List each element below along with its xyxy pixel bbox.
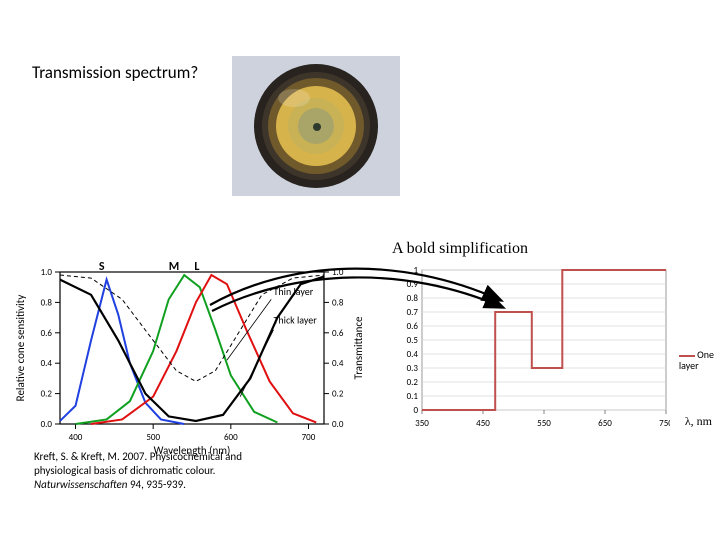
svg-text:350: 350	[415, 418, 429, 428]
page-title: Transmission spectrum?	[32, 62, 198, 83]
svg-text:S: S	[99, 262, 105, 274]
svg-text:M: M	[169, 262, 180, 274]
svg-text:0.2: 0.2	[407, 377, 419, 388]
svg-text:0.4: 0.4	[332, 358, 344, 369]
svg-text:0.7: 0.7	[407, 307, 419, 318]
svg-text:0.9: 0.9	[407, 279, 419, 290]
citation-line2: physiological basis of dichromatic colou…	[34, 464, 215, 477]
lambda-label: λ, nm	[685, 414, 712, 429]
svg-text:0.8: 0.8	[332, 297, 344, 308]
svg-text:0.6: 0.6	[407, 321, 419, 332]
citation-ref: 94, 935-939.	[127, 478, 185, 491]
svg-text:0.3: 0.3	[407, 363, 419, 374]
svg-text:1.0: 1.0	[41, 267, 53, 278]
svg-text:500: 500	[146, 432, 160, 443]
svg-text:550: 550	[537, 418, 551, 428]
svg-text:Thin layer: Thin layer	[274, 285, 314, 298]
citation-line1: Kreft, S. & Kreft, M. 2007. Physicochemi…	[34, 450, 242, 463]
svg-text:0: 0	[413, 405, 418, 416]
svg-text:700: 700	[302, 432, 316, 443]
svg-text:Relative cone sensitivity: Relative cone sensitivity	[14, 295, 27, 402]
svg-text:1: 1	[413, 265, 418, 276]
svg-text:0.4: 0.4	[41, 358, 53, 369]
legend-one-layer: One layer	[679, 350, 714, 371]
cone-transmittance-chart: 400 500 600 700 0.0 0.0 0.2 0.2 0.4 0.4 0.6 0.6 0.8 0…	[12, 262, 372, 458]
svg-text:0.6: 0.6	[41, 328, 53, 339]
step-chart: 0 0.1 0.2 0.3 0.4 0.5 0.6 0.7 0.8 0.9 1 350 450 550 65…	[394, 264, 670, 428]
svg-text:0.0: 0.0	[41, 419, 53, 430]
svg-text:750: 750	[659, 418, 670, 428]
svg-text:0.2: 0.2	[332, 389, 344, 400]
svg-text:450: 450	[476, 418, 490, 428]
svg-text:Thick layer: Thick layer	[274, 314, 318, 327]
svg-text:L: L	[194, 262, 199, 274]
svg-text:0.8: 0.8	[407, 293, 419, 304]
citation-journal: Naturwissenschaften	[34, 478, 127, 491]
svg-text:0.6: 0.6	[332, 328, 344, 339]
svg-text:0.4: 0.4	[407, 349, 419, 360]
svg-text:0.0: 0.0	[332, 419, 344, 430]
svg-text:0.2: 0.2	[41, 389, 53, 400]
svg-text:650: 650	[598, 418, 612, 428]
svg-text:1.0: 1.0	[332, 267, 344, 278]
citation: Kreft, S. & Kreft, M. 2007. Physicochemi…	[34, 450, 304, 491]
svg-text:Transmittance: Transmittance	[352, 316, 365, 379]
simplification-heading: A bold simplification	[392, 240, 528, 258]
svg-text:0.1: 0.1	[407, 391, 419, 402]
svg-text:400: 400	[69, 432, 83, 443]
petri-image	[232, 56, 400, 196]
svg-text:600: 600	[224, 432, 238, 443]
svg-text:0.8: 0.8	[41, 297, 53, 308]
svg-text:0.5: 0.5	[407, 335, 419, 346]
step-chart-container: 0 0.1 0.2 0.3 0.4 0.5 0.6 0.7 0.8 0.9 1 350 450 550 65…	[394, 264, 710, 428]
